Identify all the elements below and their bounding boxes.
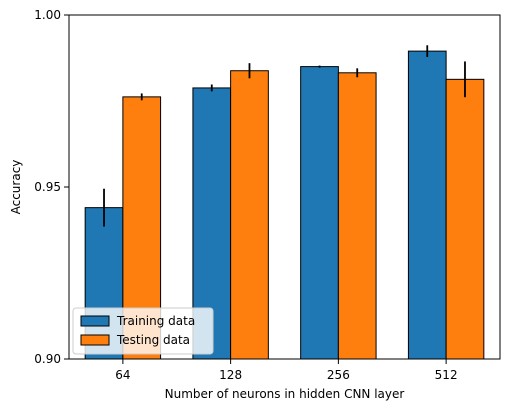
legend-swatch-testing	[80, 334, 110, 346]
x-axis-label: Number of neurons in hidden CNN layer	[165, 387, 405, 401]
y-axis: 0.90 0.95 1.00	[34, 8, 69, 366]
x-tick-label-256: 256	[327, 368, 350, 382]
x-tick-label-128: 128	[219, 368, 242, 382]
bar-training-256	[300, 66, 339, 360]
y-axis-label: Accuracy	[9, 160, 23, 215]
legend-label-training: Training data	[116, 314, 195, 328]
bar-testing-256	[337, 72, 377, 360]
y-tick-label: 0.95	[34, 180, 61, 194]
y-tick-label: 1.00	[34, 8, 61, 22]
legend-swatch-training	[80, 315, 110, 327]
legend-label-testing: Testing data	[116, 333, 190, 347]
x-tick-label-512: 512	[435, 368, 458, 382]
y-tick-label: 0.90	[34, 352, 61, 366]
error-bars-layer	[103, 45, 466, 227]
bar-testing-128	[230, 70, 269, 360]
bar-testing-512	[445, 78, 485, 360]
x-axis: 64 128 256 512	[115, 359, 458, 382]
legend: Training data Testing data	[72, 307, 214, 355]
x-tick-label-64: 64	[115, 368, 130, 382]
bar-training-512	[407, 50, 447, 360]
